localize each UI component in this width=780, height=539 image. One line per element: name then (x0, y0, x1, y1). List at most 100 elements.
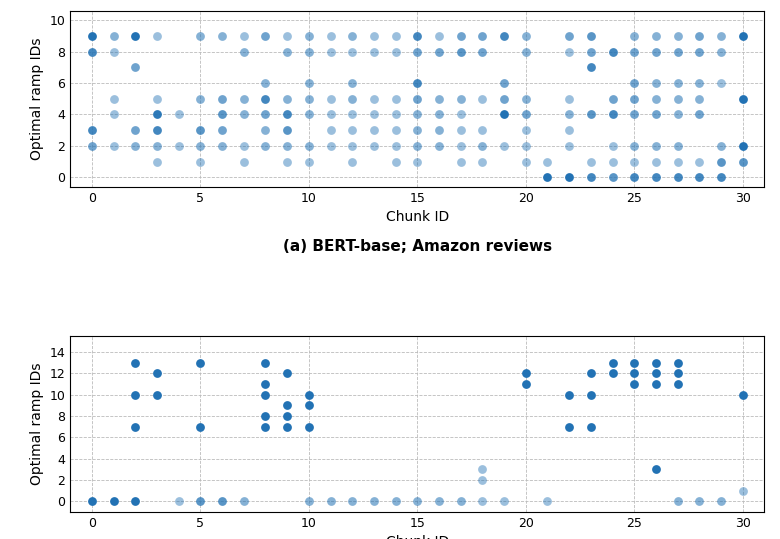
Point (411, 47, 424, 56)
Point (259, 79, 271, 87)
Point (281, 94, 293, 103)
Point (433, 142, 445, 150)
Point (259, 110, 271, 119)
Point (650, 369, 662, 378)
Point (216, 126, 229, 134)
Point (324, 497, 337, 506)
Point (606, 110, 619, 119)
Point (389, 142, 402, 150)
Point (563, 423, 576, 431)
Point (672, 173, 684, 182)
Point (281, 142, 293, 150)
Point (672, 32, 684, 40)
Point (237, 497, 250, 506)
Point (672, 369, 684, 378)
Point (541, 173, 554, 182)
Point (216, 110, 229, 119)
Point (584, 63, 597, 72)
Point (519, 94, 532, 103)
Point (693, 79, 706, 87)
Point (455, 157, 467, 166)
X-axis label: Chunk ID: Chunk ID (385, 210, 449, 224)
Point (519, 157, 532, 166)
Point (281, 110, 293, 119)
Point (411, 110, 424, 119)
Point (650, 380, 662, 389)
Point (650, 79, 662, 87)
Point (259, 32, 271, 40)
Point (433, 47, 445, 56)
Point (650, 142, 662, 150)
Point (346, 110, 359, 119)
Point (86, 126, 98, 134)
Point (563, 390, 576, 399)
Point (541, 157, 554, 166)
Point (216, 497, 229, 506)
Point (324, 47, 337, 56)
Point (411, 157, 424, 166)
Point (584, 173, 597, 182)
Point (216, 142, 229, 150)
Point (736, 390, 749, 399)
Point (519, 380, 532, 389)
Point (303, 32, 315, 40)
Point (237, 157, 250, 166)
Point (736, 32, 749, 40)
Point (346, 79, 359, 87)
Point (172, 110, 185, 119)
Point (433, 126, 445, 134)
Y-axis label: Optimal ramp IDs: Optimal ramp IDs (30, 38, 44, 160)
Point (628, 369, 640, 378)
Point (498, 110, 510, 119)
Point (194, 423, 207, 431)
Point (736, 486, 749, 495)
Point (216, 32, 229, 40)
Point (303, 157, 315, 166)
Point (108, 497, 120, 506)
Point (498, 497, 510, 506)
Point (151, 157, 163, 166)
Point (519, 369, 532, 378)
Point (606, 94, 619, 103)
Point (346, 126, 359, 134)
Point (303, 390, 315, 399)
Point (563, 47, 576, 56)
Point (672, 94, 684, 103)
Point (194, 126, 207, 134)
Point (519, 126, 532, 134)
Point (498, 142, 510, 150)
Point (455, 142, 467, 150)
Point (346, 47, 359, 56)
Point (519, 32, 532, 40)
Point (303, 497, 315, 506)
Point (129, 497, 141, 506)
Point (563, 142, 576, 150)
Point (281, 401, 293, 410)
Point (498, 32, 510, 40)
Point (628, 110, 640, 119)
Point (86, 32, 98, 40)
Point (606, 369, 619, 378)
Point (476, 32, 488, 40)
Point (194, 94, 207, 103)
Point (498, 79, 510, 87)
Point (476, 157, 488, 166)
Point (455, 497, 467, 506)
Point (281, 126, 293, 134)
X-axis label: Chunk ID: Chunk ID (385, 535, 449, 539)
Text: (a) BERT-base; Amazon reviews: (a) BERT-base; Amazon reviews (282, 239, 552, 254)
Point (389, 47, 402, 56)
Point (389, 94, 402, 103)
Point (672, 110, 684, 119)
Point (151, 32, 163, 40)
Point (606, 157, 619, 166)
Point (498, 94, 510, 103)
Point (324, 94, 337, 103)
Point (411, 142, 424, 150)
Point (714, 157, 727, 166)
Point (411, 497, 424, 506)
Point (563, 173, 576, 182)
Point (650, 110, 662, 119)
Point (519, 110, 532, 119)
Point (606, 47, 619, 56)
